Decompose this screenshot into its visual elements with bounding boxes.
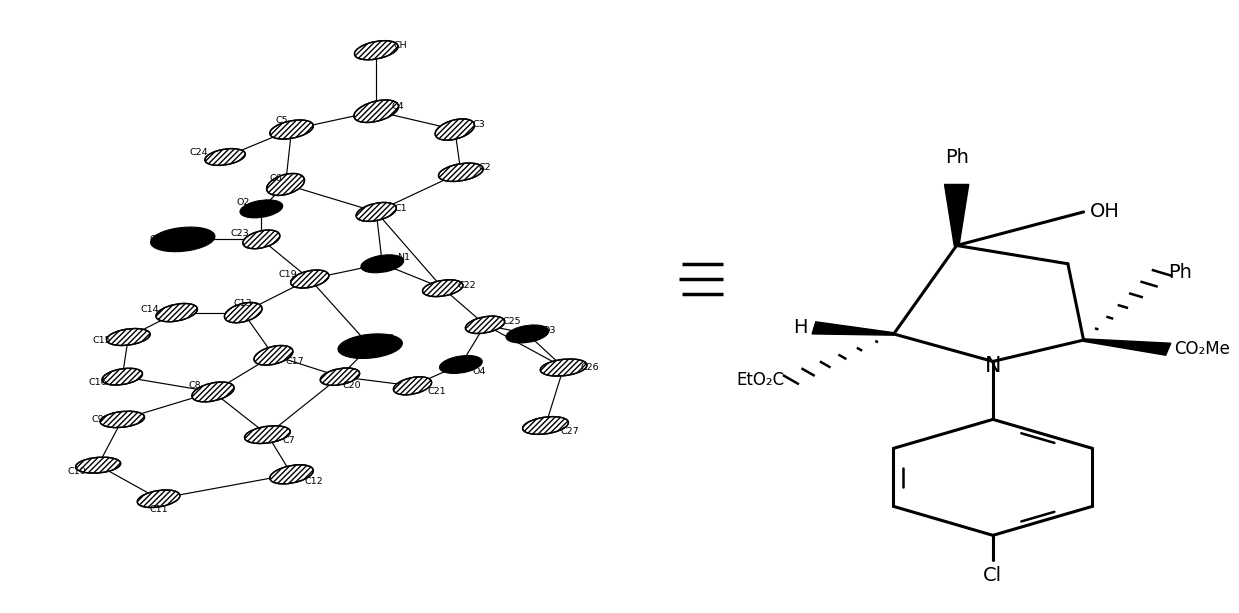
Ellipse shape <box>540 359 587 376</box>
Ellipse shape <box>361 255 404 273</box>
Text: C12: C12 <box>304 477 322 486</box>
Ellipse shape <box>204 148 245 166</box>
Ellipse shape <box>270 120 313 139</box>
Ellipse shape <box>320 368 359 386</box>
Ellipse shape <box>466 316 504 333</box>
Text: C22: C22 <box>457 281 476 289</box>
Ellipse shape <box>266 173 305 196</box>
Ellipse shape <box>291 270 328 288</box>
Text: C9: C9 <box>92 415 104 424</box>
Text: OH: OH <box>1089 202 1120 221</box>
Text: CH: CH <box>394 41 408 50</box>
Text: EtO₂C: EtO₂C <box>737 371 786 389</box>
Text: C17: C17 <box>286 357 305 366</box>
Ellipse shape <box>240 200 282 218</box>
Ellipse shape <box>243 230 280 249</box>
Ellipse shape <box>254 346 292 365</box>
Text: C25: C25 <box>502 318 520 326</box>
Text: C24: C24 <box>190 148 208 156</box>
Ellipse shape <box>100 411 145 428</box>
Ellipse shape <box>138 490 180 508</box>
Text: H: H <box>793 318 808 337</box>
Text: C26: C26 <box>581 363 600 372</box>
Text: C1: C1 <box>394 204 406 213</box>
Ellipse shape <box>270 465 313 484</box>
Text: C16: C16 <box>89 378 108 387</box>
Ellipse shape <box>338 334 403 359</box>
Text: C15: C15 <box>93 335 112 345</box>
Ellipse shape <box>244 426 290 443</box>
Text: O5: O5 <box>382 334 395 343</box>
Text: C2: C2 <box>478 163 492 172</box>
Ellipse shape <box>523 417 569 435</box>
Text: C8: C8 <box>188 381 201 390</box>
Ellipse shape <box>102 368 142 385</box>
Text: O4: O4 <box>472 367 486 376</box>
Ellipse shape <box>192 382 234 402</box>
Ellipse shape <box>394 377 431 395</box>
Text: C19: C19 <box>279 270 297 279</box>
Text: C13: C13 <box>234 299 253 308</box>
Text: C3: C3 <box>472 120 486 129</box>
Ellipse shape <box>354 40 398 59</box>
Text: C11: C11 <box>149 505 169 514</box>
Ellipse shape <box>156 303 197 322</box>
Text: CO₂Me: CO₂Me <box>1175 340 1230 358</box>
Ellipse shape <box>506 325 549 343</box>
Ellipse shape <box>439 163 483 181</box>
Text: C4: C4 <box>392 102 404 111</box>
Polygon shape <box>1083 339 1171 355</box>
Ellipse shape <box>440 356 482 373</box>
Text: Cl: Cl <box>984 566 1002 585</box>
Text: C27: C27 <box>560 427 579 436</box>
Text: C10: C10 <box>67 466 85 476</box>
Text: C14: C14 <box>141 305 160 314</box>
Text: C7: C7 <box>282 436 295 445</box>
Text: Ph: Ph <box>944 148 969 167</box>
Text: C20: C20 <box>343 381 362 390</box>
Text: C6: C6 <box>270 174 282 183</box>
Text: C21: C21 <box>427 387 446 397</box>
Ellipse shape <box>151 227 216 252</box>
Text: Ph: Ph <box>1168 264 1192 283</box>
Polygon shape <box>812 322 895 335</box>
Text: C23: C23 <box>230 229 249 238</box>
Ellipse shape <box>354 100 399 123</box>
Text: O1: O1 <box>150 235 162 244</box>
Text: N: N <box>985 356 1001 376</box>
Text: N1: N1 <box>398 253 410 262</box>
Ellipse shape <box>435 119 475 140</box>
Ellipse shape <box>107 329 150 346</box>
Text: C5: C5 <box>275 116 289 125</box>
Ellipse shape <box>422 280 463 297</box>
Polygon shape <box>944 185 969 245</box>
Ellipse shape <box>76 457 120 473</box>
Text: O2: O2 <box>237 198 250 207</box>
Ellipse shape <box>356 202 396 221</box>
Text: O3: O3 <box>543 326 556 335</box>
Ellipse shape <box>224 302 261 323</box>
